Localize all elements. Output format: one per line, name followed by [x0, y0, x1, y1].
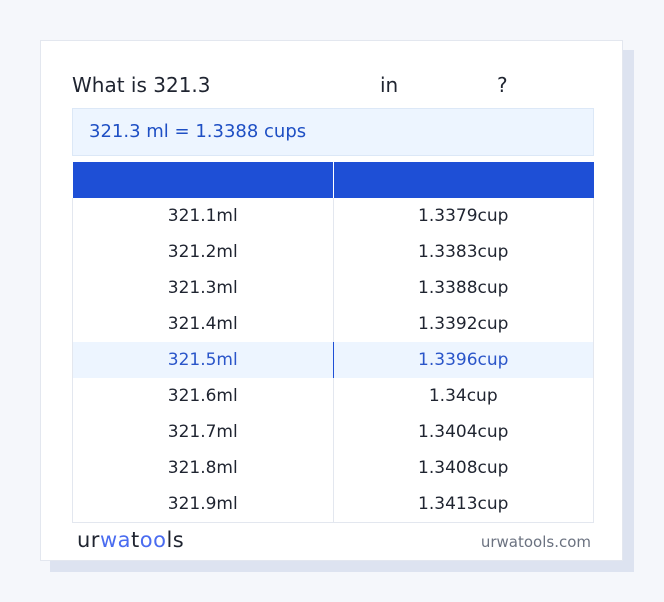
ml-value: 321.4ml	[72, 306, 334, 342]
ml-value: 321.6ml	[72, 378, 334, 414]
ml-value: 321.8ml	[72, 450, 334, 486]
ml-value: 321.7ml	[72, 414, 334, 450]
ml-value: 321.5ml	[72, 342, 334, 378]
cup-value: 1.3396cup	[333, 342, 594, 378]
page-title: What is 321.3 in ?	[72, 73, 594, 103]
urwatools-logo[interactable]: urwatools	[77, 528, 185, 552]
ml-value: 321.2ml	[72, 234, 334, 270]
ml-value: 321.9ml	[72, 486, 334, 523]
table-row: 321.5ml 1.3396cup	[72, 342, 594, 378]
ml-value: 321.3ml	[72, 270, 334, 306]
ml-value: 321.1ml	[72, 198, 334, 234]
cup-value: 1.3413cup	[333, 486, 594, 523]
title-middle: in	[380, 73, 399, 97]
site-link[interactable]: urwatools.com	[480, 533, 591, 551]
column-header-ml	[72, 162, 334, 198]
table-row: 321.7ml 1.3404cup	[72, 414, 594, 450]
cup-value: 1.3383cup	[333, 234, 594, 270]
conversion-table: 321.1ml 1.3379cup 321.2ml 1.3383cup 321.3ml 1…	[72, 162, 594, 523]
table-row: 321.8ml 1.3408cup	[72, 450, 594, 486]
cup-value: 1.3408cup	[333, 450, 594, 486]
cup-value: 1.3388cup	[333, 270, 594, 306]
cup-value: 1.34cup	[333, 378, 594, 414]
table-row: 321.4ml 1.3392cup	[72, 306, 594, 342]
column-header-cup	[333, 162, 594, 198]
table-row: 321.6ml 1.34cup	[72, 378, 594, 414]
cup-value: 1.3404cup	[333, 414, 594, 450]
cup-value: 1.3379cup	[333, 198, 594, 234]
table-row: 321.3ml 1.3388cup	[72, 270, 594, 306]
cup-value: 1.3392cup	[333, 306, 594, 342]
conversion-result: 321.3 ml = 1.3388 cups	[72, 108, 594, 156]
converter-card: What is 321.3 in ? 321.3 ml = 1.3388 cup…	[40, 40, 623, 561]
title-prefix: What is 321.3	[72, 73, 211, 97]
table-row: 321.1ml 1.3379cup	[72, 198, 594, 234]
title-suffix: ?	[497, 73, 508, 97]
table-row: 321.2ml 1.3383cup	[72, 234, 594, 270]
table-row: 321.9ml 1.3413cup	[72, 486, 594, 523]
